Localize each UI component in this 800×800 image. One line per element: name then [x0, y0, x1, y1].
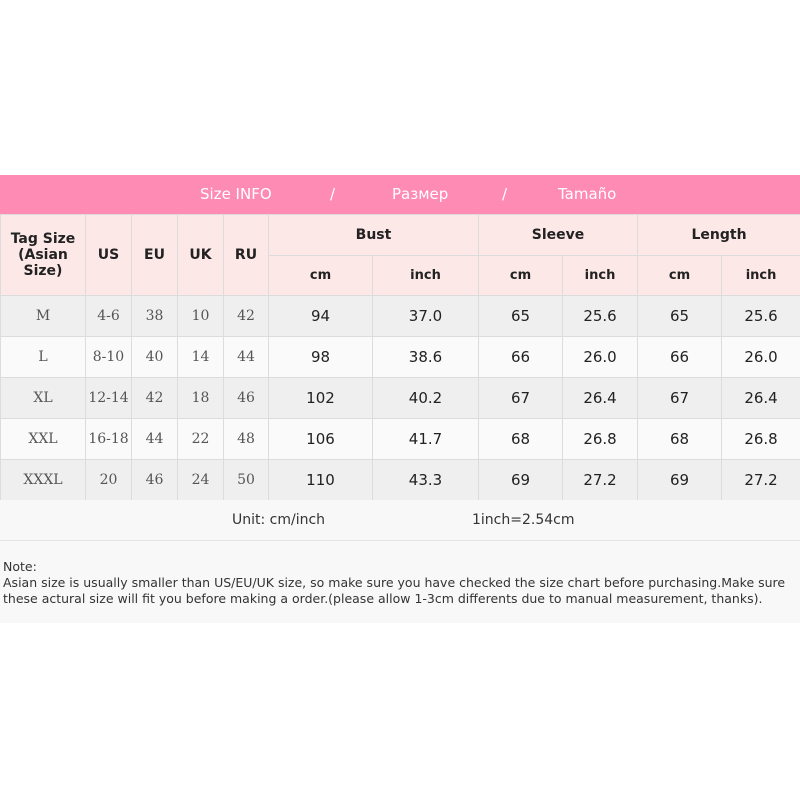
banner-separator: /: [502, 185, 508, 203]
cell-sleeve-cm: 65: [478, 295, 564, 337]
cell-ru: 50: [223, 459, 269, 501]
cell-eu: 40: [131, 336, 178, 378]
cell-eu: 42: [131, 377, 178, 419]
header-bust-inch: inch: [371, 255, 480, 296]
cell-bust-cm: 106: [268, 418, 373, 460]
cell-length-cm: 66: [637, 336, 723, 378]
cell-length-in: 26.8: [721, 418, 800, 460]
cell-sleeve-cm: 69: [478, 459, 564, 501]
cell-length-cm: 65: [637, 295, 723, 337]
header-length-cm: cm: [637, 255, 723, 296]
cell-bust-cm: 94: [268, 295, 373, 337]
cell-uk: 24: [177, 459, 224, 501]
size-chart-table: Tag Size (Asian Size) US EU UK RU Bust S…: [0, 214, 800, 501]
header-ru: RU: [223, 214, 269, 296]
cell-tag: M: [0, 295, 86, 337]
header-length: Length: [637, 214, 800, 256]
cell-eu: 46: [131, 459, 178, 501]
size-info-banner: Size INFO / Размер / Tamaño: [0, 175, 800, 214]
cell-length-in: 25.6: [721, 295, 800, 337]
header-bust: Bust: [267, 214, 480, 256]
cell-uk: 14: [177, 336, 224, 378]
cell-eu: 44: [131, 418, 178, 460]
cell-sleeve-in: 25.6: [562, 295, 639, 337]
header-eu: EU: [131, 214, 178, 296]
cell-tag: XXXL: [0, 459, 86, 501]
cell-us: 16-18: [85, 418, 132, 460]
cell-ru: 48: [223, 418, 269, 460]
cell-uk: 22: [177, 418, 224, 460]
header-tag-size: Tag Size (Asian Size): [0, 214, 86, 296]
cell-length-in: 26.0: [721, 336, 800, 378]
cell-uk: 18: [177, 377, 224, 419]
cell-length-cm: 67: [637, 377, 723, 419]
cell-tag: XXL: [0, 418, 86, 460]
cell-tag: L: [0, 336, 86, 378]
cell-ru: 44: [223, 336, 269, 378]
banner-title-ru: Размер: [392, 185, 449, 203]
header-uk: UK: [177, 214, 224, 296]
header-sleeve-inch: inch: [562, 255, 639, 296]
header-sleeve: Sleeve: [478, 214, 639, 256]
cell-sleeve-cm: 68: [478, 418, 564, 460]
unit-conversion: 1inch=2.54cm: [472, 512, 575, 528]
cell-bust-cm: 102: [268, 377, 373, 419]
cell-bust-cm: 98: [268, 336, 373, 378]
cell-bust-in: 43.3: [371, 459, 480, 501]
cell-sleeve-in: 26.0: [562, 336, 639, 378]
cell-ru: 42: [223, 295, 269, 337]
cell-sleeve-in: 27.2: [562, 459, 639, 501]
table-row: M 4-6 38 10 42 94 37.0 65 25.6 65 25.6: [0, 295, 800, 337]
cell-uk: 10: [177, 295, 224, 337]
cell-length-cm: 69: [637, 459, 723, 501]
unit-label: Unit: cm/inch: [232, 512, 326, 528]
header-us: US: [85, 214, 132, 296]
cell-length-in: 27.2: [721, 459, 800, 501]
cell-bust-cm: 110: [268, 459, 373, 501]
cell-ru: 46: [223, 377, 269, 419]
banner-title-es: Tamaño: [558, 185, 617, 203]
note-section: Note: Asian size is usually smaller than…: [0, 541, 800, 623]
cell-us: 20: [85, 459, 132, 501]
cell-bust-in: 37.0: [371, 295, 480, 337]
table-row: L 8-10 40 14 44 98 38.6 66 26.0 66 26.0: [0, 336, 800, 378]
cell-sleeve-in: 26.8: [562, 418, 639, 460]
header-length-inch: inch: [721, 255, 800, 296]
cell-bust-in: 38.6: [371, 336, 480, 378]
cell-sleeve-cm: 66: [478, 336, 564, 378]
cell-us: 8-10: [85, 336, 132, 378]
cell-length-cm: 68: [637, 418, 723, 460]
note-title: Note:: [3, 559, 37, 574]
header-bust-cm: cm: [268, 255, 373, 296]
unit-row: Unit: cm/inch 1inch=2.54cm: [0, 500, 800, 541]
cell-tag: XL: [0, 377, 86, 419]
cell-sleeve-cm: 67: [478, 377, 564, 419]
cell-sleeve-in: 26.4: [562, 377, 639, 419]
table-row: XL 12-14 42 18 46 102 40.2 67 26.4 67 26.4: [0, 377, 800, 419]
cell-bust-in: 40.2: [371, 377, 480, 419]
banner-title-en: Size INFO: [200, 185, 272, 203]
cell-us: 4-6: [85, 295, 132, 337]
cell-length-in: 26.4: [721, 377, 800, 419]
banner-separator: /: [330, 185, 336, 203]
table-row: XXL 16-18 44 22 48 106 41.7 68 26.8 68 26.8: [0, 418, 800, 460]
cell-bust-in: 41.7: [371, 418, 480, 460]
table-row: XXXL 20 46 24 50 110 43.3 69 27.2 69 27.2: [0, 459, 800, 501]
header-sleeve-cm: cm: [478, 255, 564, 296]
cell-eu: 38: [131, 295, 178, 337]
cell-us: 12-14: [85, 377, 132, 419]
note-text: Asian size is usually smaller than US/EU…: [3, 575, 786, 606]
